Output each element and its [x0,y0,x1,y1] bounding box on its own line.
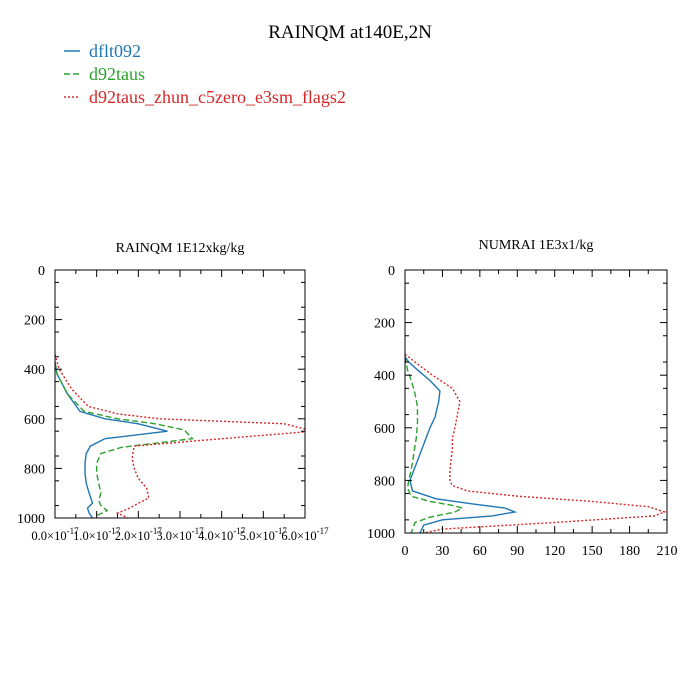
chart1-xtick-label-base: 210 [657,544,678,559]
chart1-xtick-label-base: 180 [619,544,640,559]
chart1-xtick-label-6: 180 [619,544,640,559]
rainqm-panel: RAINQM 1E12xkg/kg020040060080010000.0×10… [17,241,329,543]
chart0-xtick-label-0: 0.0×10-17 [31,526,79,543]
legend-label-d92taus: d92taus [89,64,145,84]
chart1-xtick-label-base: 90 [510,544,524,559]
figure-title: RAINQM at140E,2N [268,22,432,43]
chart1-xtick-label-3: 90 [510,544,524,559]
chart1-series-d92taus [405,356,465,533]
chart0-series-d92taus-zhun-c5zero-e3sm-flags2 [55,354,305,518]
chart0-xtick-label-base: 3.0×10 [156,529,191,543]
chart1-xtick-label-4: 120 [544,544,565,559]
chart1-xtick-label-1: 30 [435,544,449,559]
chart0-xtick-exponent: -17 [233,526,245,536]
chart1-ytick-label-200: 200 [374,317,395,332]
chart1-frame [404,269,668,534]
chart1-ytick-label-600: 600 [374,422,395,437]
chart1-title: NUMRAI 1E3x1/kg [479,238,594,253]
chart0-frame [54,269,306,519]
chart0-xtick-label-1: 1.0×10-17 [73,526,121,543]
chart0-xtick-label-base: 6.0×10 [281,529,316,543]
legend-entry-dflt092: dflt092 [64,41,141,61]
legend: dflt092 d92taus d92taus_zhun_c5zero_e3sm… [64,41,346,107]
chart0-ytick-label-400: 400 [24,363,45,378]
chart1-xtick-label-2: 60 [473,544,487,559]
chart0-xtick-label-4: 4.0×10-17 [198,526,246,543]
chart1-xtick-label-base: 120 [544,544,565,559]
legend-label-dflt092: dflt092 [89,41,141,61]
chart1-series-d92taus-zhun-c5zero-e3sm-flags2 [405,353,667,533]
chart0-xtick-exponent: -17 [67,526,79,536]
chart0-series-d92taus [55,361,194,517]
chart0-xtick-label-3: 3.0×10-17 [156,526,204,543]
numrai-panel: NUMRAI 1E3x1/kg 0 200 400 600 800 1000 0 30 60 90 1… [367,238,678,559]
chart0-xtick-label-base: 4.0×10 [198,529,233,543]
chart0-xtick-label-2: 2.0×10-17 [115,526,163,543]
chart0-title: RAINQM 1E12xkg/kg [116,241,245,256]
chart1-ytick-label-400: 400 [374,369,395,384]
chart1-ytick-label-800: 800 [374,474,395,489]
chart1-ytick-label-1000: 1000 [367,527,395,542]
chart0-xtick-exponent: -17 [108,526,120,536]
chart1-xtick-label-base: 0 [402,544,409,559]
chart0-xtick-exponent: -17 [192,526,204,536]
chart1-ytick-label-0: 0 [388,264,395,279]
chart0-xtick-label-5: 5.0×10-17 [240,526,288,543]
chart0-xtick-label-6: 6.0×10-17 [281,526,329,543]
chart1-xtick-label-base: 60 [473,544,487,559]
chart1-xtick-label-0: 0 [402,544,409,559]
chart0-xtick-label-base: 2.0×10 [115,529,150,543]
legend-entry-d92taus: d92taus [64,64,145,84]
chart0-xtick-exponent: -17 [275,526,287,536]
chart1-series-dflt092 [405,356,518,533]
chart0-xtick-label-base: 1.0×10 [73,529,108,543]
legend-label-d92taus-zhun: d92taus_zhun_c5zero_e3sm_flags2 [89,87,346,107]
chart0-xtick-exponent: -17 [317,526,329,536]
chart1-xtick-label-5: 150 [582,544,603,559]
legend-entry-d92taus-zhun: d92taus_zhun_c5zero_e3sm_flags2 [64,87,346,107]
chart0-xtick-exponent: -17 [150,526,162,536]
chart1-xtick-label-base: 150 [582,544,603,559]
chart1-xtick-label-base: 30 [435,544,449,559]
chart0-ytick-label-0: 0 [38,264,45,279]
chart0-xtick-label-base: 0.0×10 [31,529,66,543]
chart0-series-dflt092 [55,361,168,518]
chart0-ytick-label-200: 200 [24,314,45,329]
chart1-xtick-label-7: 210 [657,544,678,559]
chart0-ytick-label-600: 600 [24,413,45,428]
chart0-ytick-label-1000: 1000 [17,512,45,527]
chart0-xtick-label-base: 5.0×10 [240,529,275,543]
chart0-ytick-label-800: 800 [24,462,45,477]
